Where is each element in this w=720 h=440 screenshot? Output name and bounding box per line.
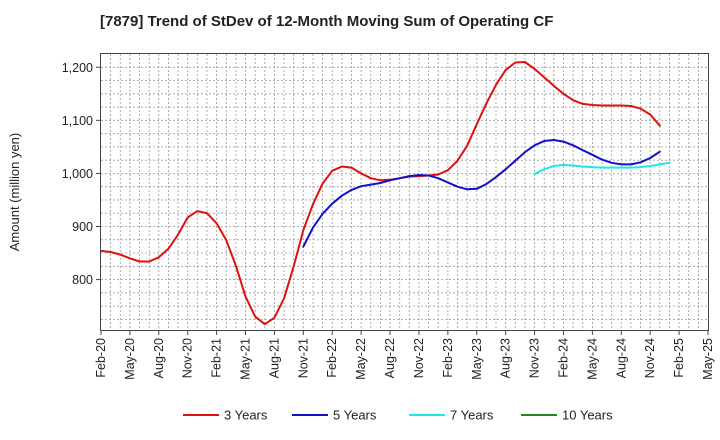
x-tick-label: Nov-22 <box>412 338 426 378</box>
y-tick-label: 800 <box>72 273 93 287</box>
legend-label-7-years: 7 Years <box>450 408 494 423</box>
series-lines <box>100 61 671 326</box>
x-tick-label: Feb-21 <box>210 338 224 378</box>
series-line-7-years <box>533 161 671 175</box>
y-tick-label: 1,100 <box>62 114 93 128</box>
x-tick-label: May-23 <box>470 338 484 380</box>
x-tick-label: Feb-23 <box>441 338 455 378</box>
x-tick-label: Nov-20 <box>181 338 195 378</box>
x-tick-label: Nov-24 <box>643 338 657 378</box>
legend: 3 Years 5 Years 7 Years 10 Years <box>183 408 613 423</box>
series-line-5-years <box>302 139 661 248</box>
plot-frame <box>100 53 709 331</box>
legend-label-10-years: 10 Years <box>562 408 613 423</box>
x-axis-ticks: Feb-20 May-20 Aug-20 Nov-20 Feb-21 May-21 Aug-… <box>94 330 715 380</box>
x-tick-label: Feb-20 <box>94 338 108 378</box>
series-line-3-years <box>100 61 661 326</box>
x-tick-label: May-22 <box>354 338 368 380</box>
x-tick-label: Aug-22 <box>383 338 397 378</box>
x-tick-label: May-24 <box>585 338 599 380</box>
legend-label-3-years: 3 Years <box>224 408 268 423</box>
x-tick-label: May-21 <box>239 338 253 380</box>
y-tick-label: 1,000 <box>62 167 93 181</box>
x-tick-label: Feb-22 <box>325 338 339 378</box>
x-tick-label: Feb-24 <box>557 338 571 378</box>
y-tick-label: 900 <box>72 220 93 234</box>
x-tick-label: Aug-24 <box>614 338 628 378</box>
x-tick-label: Aug-23 <box>499 338 513 378</box>
x-tick-label: Nov-21 <box>296 338 310 378</box>
y-axis-ticks: 800 900 1,000 1,100 1,200 <box>62 61 101 287</box>
y-tick-label: 1,200 <box>62 61 93 75</box>
x-tick-label: Aug-20 <box>152 338 166 378</box>
x-tick-label: Feb-25 <box>672 338 686 378</box>
x-tick-label: May-20 <box>123 338 137 380</box>
x-tick-label: Aug-21 <box>267 338 281 378</box>
chart-title: [7879] Trend of StDev of 12-Month Moving… <box>100 13 553 30</box>
grid <box>101 54 708 330</box>
y-axis-label: Amount (million yen) <box>7 133 22 252</box>
x-tick-label: Nov-23 <box>528 338 542 378</box>
legend-label-5-years: 5 Years <box>333 408 377 423</box>
x-tick-label: May-25 <box>701 338 715 380</box>
